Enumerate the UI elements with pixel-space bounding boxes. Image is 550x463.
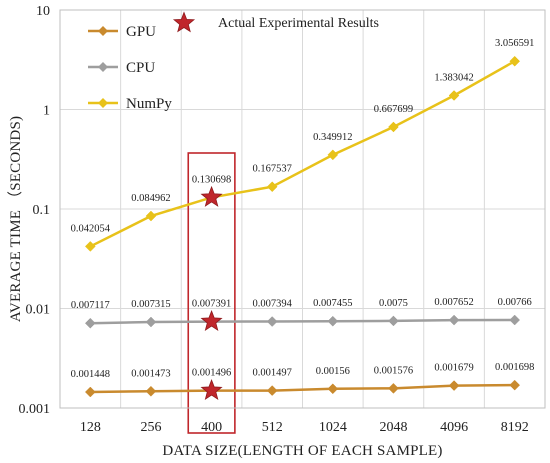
gpu-point	[509, 379, 521, 391]
highlight-legend-label: Actual Experimental Results	[218, 16, 379, 31]
axes: 0.001 0.01 0.1 1 10 128 256 400 512 1024 2048 4096 8…	[7, 4, 546, 459]
cpu-point	[448, 314, 460, 326]
gpu-data-label: 0.001497	[253, 368, 292, 379]
gpu-point	[388, 382, 399, 394]
x-tick-label: 8192	[501, 420, 529, 435]
gpu-legend-label: GPU	[126, 24, 156, 40]
numpy-legend-label: NumPy	[126, 96, 172, 112]
cpu-point	[388, 315, 399, 327]
y-tick-label: 0.1	[33, 203, 51, 218]
x-tick-label: 512	[262, 420, 283, 435]
cpu-data-label: 0.007391	[192, 299, 231, 310]
numpy-data-label: 0.042054	[71, 223, 111, 234]
cpu-data-label: 0.00766	[498, 297, 532, 308]
gpu-point	[266, 385, 278, 396]
gpu-data-label: 0.001448	[71, 369, 110, 380]
gpu-data-label: 0.00156	[316, 366, 350, 377]
x-tick-label: 256	[140, 420, 161, 435]
cpu-data-label: 0.007455	[313, 298, 352, 309]
numpy-line	[89, 60, 516, 248]
gpu-data-label: 0.001576	[374, 365, 413, 376]
numpy-data-label: 3.056591	[495, 38, 534, 49]
gpu-data-label: 0.001698	[495, 362, 534, 373]
highlight-box-layer	[187, 152, 236, 434]
numpy-data-label: 0.167537	[253, 164, 292, 175]
numpy-point	[448, 90, 460, 101]
numpy-data-label: 0.084962	[131, 193, 170, 204]
highlight-star	[200, 378, 223, 400]
highlight-star	[200, 309, 223, 331]
cpu-point	[509, 314, 521, 326]
series-layer	[84, 55, 521, 398]
numpy-point	[327, 149, 339, 161]
cpu-data-label: 0.007117	[71, 300, 110, 311]
highlight-box	[187, 152, 236, 434]
y-tick-label: 10	[36, 4, 50, 19]
x-tick-label: 1024	[319, 420, 347, 435]
y-axis-title: AVERAGE TIME （SECONDS)	[7, 116, 24, 322]
x-tick-label: 400	[201, 420, 222, 435]
numpy-point	[388, 121, 399, 133]
numpy-data-label: 0.667699	[374, 104, 413, 115]
gpu-legend-marker	[98, 26, 108, 36]
gpu-point	[145, 385, 157, 397]
x-axis-title: DATA SIZE(LENGTH OF EACH SAMPLE)	[162, 443, 442, 459]
cpu-data-label: 0.007315	[131, 299, 170, 310]
cpu-data-label: 0.007652	[434, 297, 473, 308]
gpu-point	[84, 386, 96, 398]
cpu-line	[90, 318, 515, 325]
x-tick-label: 4096	[440, 420, 468, 435]
numpy-point	[509, 55, 521, 67]
x-tick-label: 2048	[379, 420, 407, 435]
cpu-point	[84, 317, 96, 329]
gpu-point	[327, 383, 339, 395]
gpu-line	[90, 383, 515, 394]
data-label-layer: 0.001448 0.001473 0.001496 0.001497 0.00156 0…	[71, 38, 535, 380]
numpy-point	[266, 181, 278, 193]
y-tick-label: 1	[43, 104, 50, 119]
highlight-star	[200, 185, 223, 207]
cpu-data-label: 0.007394	[253, 299, 293, 310]
numpy-data-label: 1.383042	[434, 72, 473, 83]
gpu-point	[448, 380, 460, 391]
cpu-data-label: 0.0075	[379, 298, 408, 309]
highlight-legend-star	[172, 11, 196, 33]
y-tick-label: 0.001	[19, 402, 51, 417]
cpu-point	[266, 316, 278, 327]
star-layer	[200, 185, 223, 400]
gpu-data-label: 0.001496	[192, 368, 231, 379]
numpy-point	[84, 241, 96, 252]
y-tick-label: 0.01	[26, 303, 51, 318]
legend: GPU CPU NumPy Actual Experimental Results	[88, 11, 379, 112]
numpy-data-label: 0.349912	[313, 132, 352, 143]
x-tick-label: 128	[80, 420, 101, 435]
plot-frame	[59, 9, 546, 409]
numpy-legend-marker	[98, 98, 108, 108]
numpy-data-label: 0.130698	[192, 174, 231, 185]
cpu-legend-marker	[98, 62, 108, 72]
cpu-legend-label: CPU	[126, 60, 155, 76]
gpu-data-label: 0.001679	[434, 363, 473, 374]
gpu-data-label: 0.001473	[131, 368, 170, 379]
cpu-point	[327, 315, 339, 327]
cpu-point	[145, 316, 157, 328]
numpy-point	[145, 210, 157, 222]
